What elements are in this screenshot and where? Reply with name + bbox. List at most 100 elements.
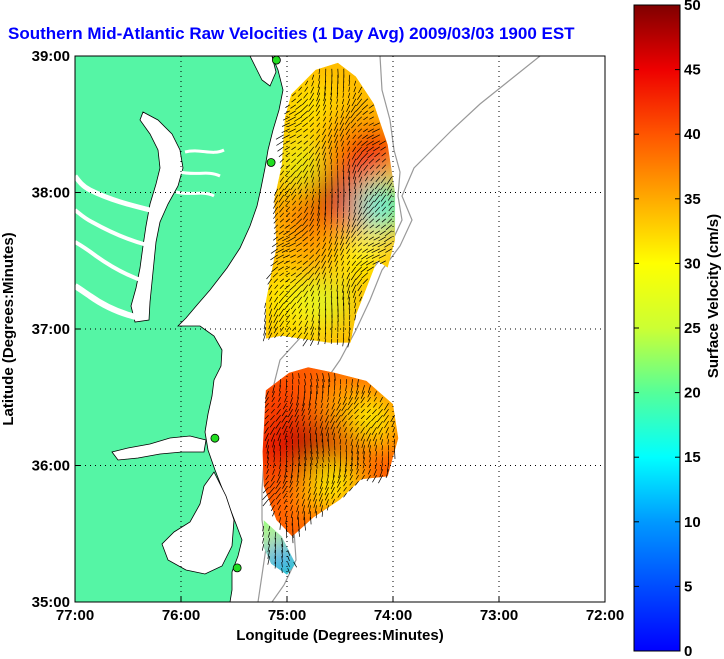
velocity-vector: [301, 224, 309, 232]
velocity-vector: [362, 451, 365, 459]
velocity-vector: [330, 224, 333, 230]
velocity-vector: [387, 218, 393, 224]
velocity-vector: [374, 391, 377, 397]
velocity-vector: [311, 308, 315, 315]
velocity-vector: [302, 164, 309, 173]
velocity-vector: [324, 326, 327, 335]
velocity-vector: [267, 457, 269, 464]
velocity-vector: [329, 116, 333, 123]
velocity-vector: [351, 445, 353, 454]
velocity-vector: [347, 397, 353, 406]
velocity-vector: [372, 128, 380, 133]
velocity-vector: [377, 242, 386, 248]
velocity-vector: [271, 402, 275, 408]
velocity-vector: [368, 158, 375, 164]
velocity-vector: [362, 158, 369, 166]
velocity-vector: [311, 182, 315, 188]
velocity-vector: [357, 212, 363, 221]
velocity-vector: [368, 200, 375, 209]
radar-station-marker: [266, 158, 276, 167]
velocity-vector: [350, 272, 357, 281]
velocity-vector: [324, 415, 329, 423]
velocity-vector: [385, 224, 393, 231]
velocity-vector: [268, 332, 273, 340]
velocity-vector: [292, 320, 297, 326]
velocity-vector: [367, 469, 371, 475]
velocity-vector: [348, 74, 351, 82]
velocity-vector: [281, 562, 283, 568]
velocity-vector: [287, 561, 290, 567]
velocity-vector: [279, 314, 285, 322]
velocity-vector: [362, 206, 369, 215]
velocity-vector: [294, 116, 302, 122]
velocity-vector: [316, 128, 321, 134]
velocity-vector: [323, 230, 327, 236]
velocity-vector: [296, 248, 302, 253]
velocity-vector: [375, 212, 381, 218]
velocity-vector: [268, 284, 273, 290]
velocity-vector: [379, 469, 383, 478]
velocity-vector: [282, 493, 287, 499]
y-axis-label: Latitude (Degrees:Minutes): [0, 232, 17, 425]
velocity-vector: [294, 122, 302, 128]
velocity-vector: [302, 421, 305, 427]
velocity-sample: [337, 229, 386, 278]
velocity-vector: [279, 278, 285, 283]
velocity-vector: [381, 218, 387, 223]
velocity-vector: [352, 170, 357, 180]
velocity-vector: [291, 212, 297, 217]
velocity-vector: [381, 457, 383, 464]
velocity-vector: [297, 511, 299, 520]
velocity-vector: [316, 385, 318, 395]
velocity-vector: [281, 550, 283, 558]
velocity-vector: [328, 260, 333, 269]
velocity-vector: [368, 206, 375, 214]
velocity-vector: [298, 451, 301, 460]
velocity-vector: [271, 266, 279, 273]
velocity-vector: [279, 224, 285, 229]
velocity-vector: [297, 433, 299, 439]
velocity-vector: [374, 200, 381, 208]
velocity-vector: [375, 457, 377, 463]
velocity-vector: [307, 493, 311, 501]
velocity-vector: [363, 116, 369, 121]
velocity-vector: [369, 224, 375, 229]
velocity-vector: [343, 469, 347, 478]
velocity-vector: [384, 421, 389, 429]
velocity-vector: [303, 146, 309, 152]
velocity-vector: [315, 104, 321, 112]
velocity-vector: [282, 254, 290, 259]
velocity-vector: [328, 242, 333, 251]
velocity-vector: [298, 529, 301, 537]
velocity-vector: [379, 230, 386, 236]
velocity-vector: [309, 284, 315, 292]
velocity-vector: [364, 188, 369, 195]
velocity-vector: [381, 170, 387, 177]
velocity-vector: [372, 433, 377, 442]
velocity-vector: [278, 188, 285, 197]
velocity-vector: [290, 469, 293, 479]
velocity-vector: [323, 116, 327, 122]
velocity-vector: [323, 158, 327, 166]
velocity-vector: [386, 182, 393, 191]
velocity-vector: [309, 164, 315, 173]
velocity-vector: [275, 421, 281, 429]
velocity-vector: [329, 272, 333, 279]
velocity-vector: [370, 176, 375, 182]
velocity-vector: [319, 415, 323, 422]
velocity-vector: [342, 397, 347, 405]
velocity-vector: [296, 487, 299, 492]
velocity-vector: [296, 505, 299, 513]
velocity-vector: [278, 194, 285, 203]
velocity-vector: [363, 164, 369, 171]
velocity-vector: [296, 493, 299, 499]
velocity-vector: [282, 116, 290, 121]
velocity-vector: [295, 290, 303, 298]
velocity-vector: [380, 146, 386, 151]
velocity-vector: [275, 492, 281, 500]
velocity-vector: [347, 218, 351, 227]
velocity-vector: [341, 272, 345, 279]
velocity-vector: [324, 493, 329, 501]
velocity-vector: [381, 152, 387, 157]
velocity-vector: [340, 110, 345, 119]
